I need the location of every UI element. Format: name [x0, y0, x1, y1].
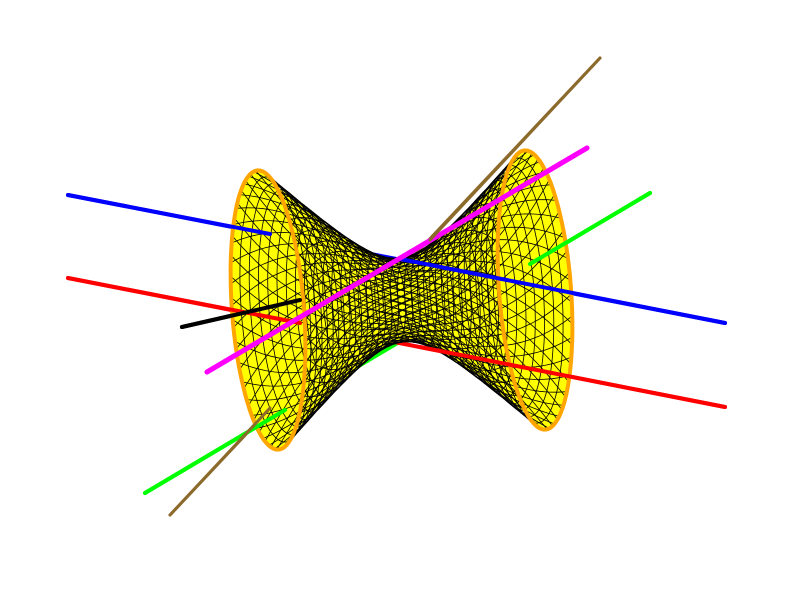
- black-line-front: [180, 298, 302, 329]
- mesh-ruling: [236, 202, 533, 422]
- mesh-ruling: [250, 173, 516, 386]
- right-rim: [495, 148, 575, 432]
- magenta-line-front: [204, 145, 590, 375]
- green-line-front: [143, 408, 287, 495]
- mesh-ruling: [234, 339, 567, 393]
- surface-mesh: [230, 150, 573, 450]
- mesh-ring: [463, 194, 518, 392]
- red-line-front: [418, 345, 727, 409]
- brown-line-front: [428, 56, 602, 242]
- mesh-ruling: [238, 341, 570, 380]
- green-line-front: [528, 191, 652, 266]
- mesh-ring: [416, 246, 446, 350]
- red-line-front: [66, 276, 302, 325]
- hyperboloid-surface: [257, 150, 546, 450]
- mesh-ruling: [231, 235, 544, 430]
- mesh-ring: [423, 240, 454, 354]
- blue-line-front: [398, 257, 727, 325]
- mesh-ring: [366, 253, 393, 350]
- blue-line-front: [66, 193, 272, 236]
- mesh-ring: [469, 187, 527, 399]
- mesh-ruling: [298, 158, 539, 418]
- brown-line-front: [168, 406, 272, 517]
- mesh-ruling: [294, 167, 545, 431]
- left-rim: [228, 168, 308, 452]
- mesh-ruling: [285, 194, 555, 447]
- mesh-ruling: [302, 174, 507, 301]
- mesh-ruling: [301, 152, 533, 402]
- mesh-ruling: [304, 163, 512, 323]
- mesh-ruling: [304, 151, 522, 365]
- mesh-ruling: [234, 218, 539, 428]
- mesh-ruling: [255, 170, 512, 369]
- mesh-ruling: [230, 297, 560, 417]
